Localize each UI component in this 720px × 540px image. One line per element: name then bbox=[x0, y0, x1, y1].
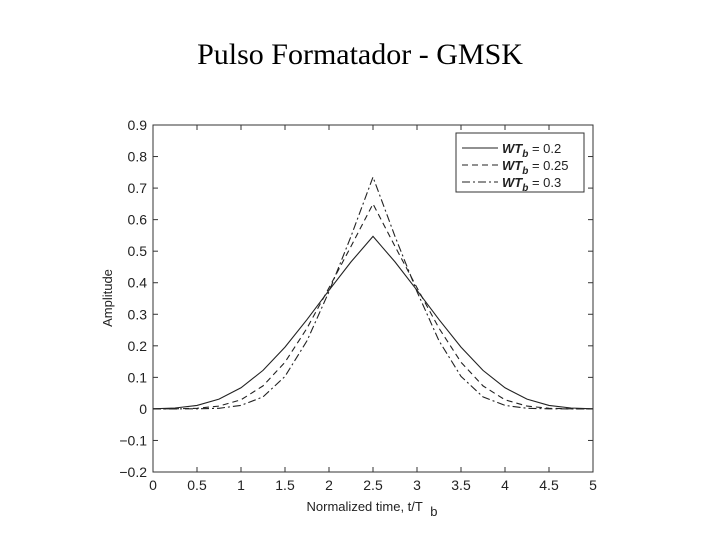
series-line-2 bbox=[153, 175, 593, 410]
x-tick-label: 5 bbox=[589, 477, 597, 493]
legend-entry-2: WTb = 0.3 bbox=[502, 175, 561, 194]
x-tick-label: 0.5 bbox=[187, 477, 207, 493]
y-tick-label: 0.3 bbox=[128, 306, 148, 322]
y-tick-label: 0 bbox=[139, 401, 147, 417]
x-tick-label: 2.5 bbox=[363, 477, 383, 493]
page-title: Pulso Formatador - GMSK bbox=[197, 38, 523, 71]
y-tick-label: 0.8 bbox=[128, 149, 148, 165]
y-tick-label: 0.4 bbox=[128, 275, 148, 291]
x-tick-label: 3.5 bbox=[451, 477, 471, 493]
series-line-0 bbox=[152, 235, 594, 410]
series-lines bbox=[152, 175, 594, 410]
x-tick-label: 0 bbox=[149, 477, 157, 493]
legend-entry-subscript: b bbox=[522, 183, 528, 194]
x-tick-label: 1.5 bbox=[275, 477, 295, 493]
x-tick-label: 4 bbox=[501, 477, 509, 493]
axis-ticks: 0 0.5 1 1.5 2 2.5 3 3.5 4 4.5 5 −0.2 −0.1 0 0.1 0.2 0.3 0… bbox=[119, 117, 597, 493]
legend-entry-0: WTb = 0.2 bbox=[502, 141, 561, 160]
x-axis-label-main: Normalized time, t/T bbox=[307, 499, 423, 514]
y-tick-label: −0.1 bbox=[119, 432, 147, 448]
y-tick-label: 0.5 bbox=[128, 243, 148, 259]
y-tick-label: 0.7 bbox=[128, 180, 148, 196]
legend-entry-1: WTb = 0.25 bbox=[502, 158, 568, 177]
x-tick-label: 4.5 bbox=[539, 477, 559, 493]
legend-entry-prefix: WT bbox=[502, 141, 523, 156]
legend-box bbox=[455, 132, 585, 193]
legend-entry-subscript: b bbox=[522, 149, 528, 160]
x-axis-label: Normalized time, t/T b bbox=[307, 499, 438, 519]
x-tick-label: 1 bbox=[237, 477, 245, 493]
legend-entry-value: = 0.3 bbox=[528, 175, 561, 190]
y-axis-label: Amplitude bbox=[100, 269, 115, 327]
legend-entry-prefix: WT bbox=[502, 158, 523, 173]
legend-entry-value: = 0.25 bbox=[528, 158, 568, 173]
y-tick-label: 0.9 bbox=[128, 117, 148, 133]
y-tick-label: 0.1 bbox=[128, 369, 148, 385]
y-tick-label: −0.2 bbox=[119, 464, 147, 480]
legend-entry-value: = 0.2 bbox=[528, 141, 561, 156]
x-tick-label: 2 bbox=[325, 477, 333, 493]
x-axis-label-subscript: b bbox=[430, 504, 437, 519]
x-tick-label: 3 bbox=[413, 477, 421, 493]
legend-entry-prefix: WT bbox=[502, 175, 523, 190]
legend-entry-subscript: b bbox=[522, 166, 528, 177]
series-line-1 bbox=[152, 202, 594, 410]
y-tick-label: 0.6 bbox=[128, 212, 148, 228]
y-tick-label: 0.2 bbox=[128, 338, 148, 354]
